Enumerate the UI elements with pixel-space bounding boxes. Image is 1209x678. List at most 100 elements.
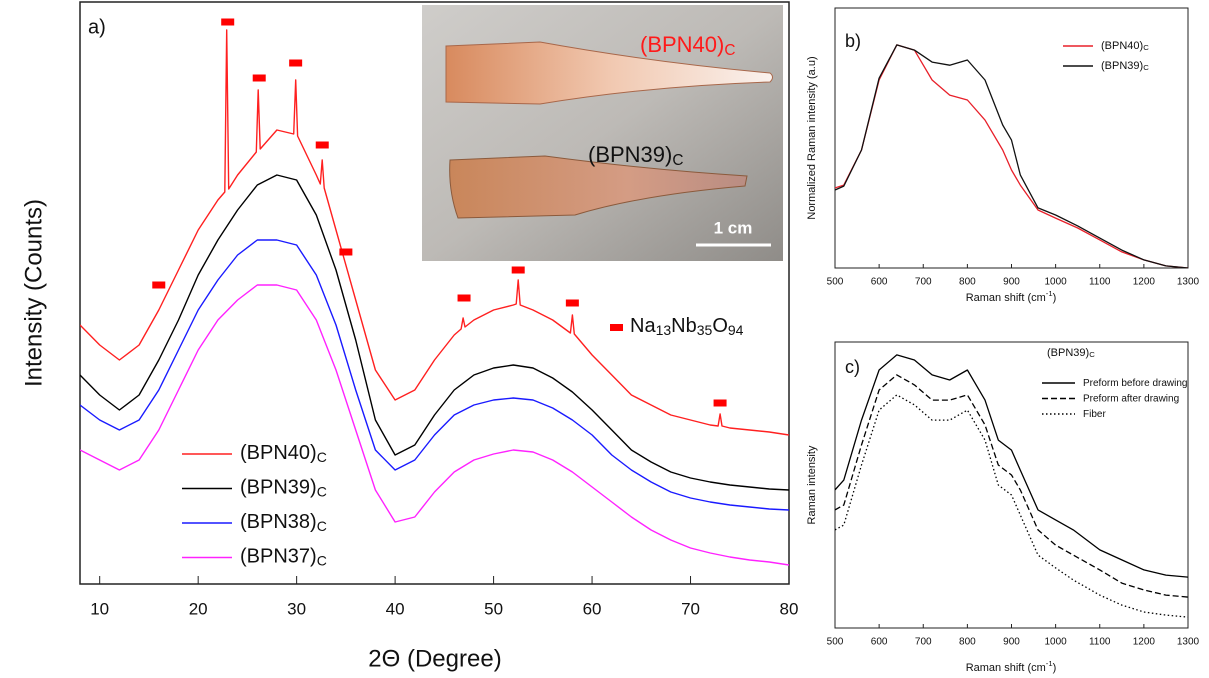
x-axis-label: Raman shift (cm-1) xyxy=(966,289,1057,303)
x-tick-label: 600 xyxy=(871,277,888,288)
x-tick-label: 20 xyxy=(189,599,208,618)
legend-title: (BPN39)C xyxy=(1047,347,1095,360)
x-tick-label: 1200 xyxy=(1133,277,1156,288)
legend-label-part: (BPN40) xyxy=(240,442,317,464)
x-tick-label: 500 xyxy=(827,277,844,288)
legend-label-part: (BPN38) xyxy=(240,511,317,533)
x-tick-label: 900 xyxy=(1003,637,1020,648)
x-axis-label-part: ) xyxy=(1053,662,1057,674)
legend-label-part: (BPN39) xyxy=(1101,60,1143,72)
peak-marker xyxy=(339,248,353,256)
x-axis-label-part: Raman shift (cm xyxy=(966,662,1046,674)
inset-photo xyxy=(422,5,783,261)
legend-label-part: (BPN40) xyxy=(1101,40,1143,52)
legend-label-part: (BPN39) xyxy=(240,477,317,499)
series-line xyxy=(835,374,1188,598)
legend-label-part: (BPN37) xyxy=(240,546,317,568)
marker-legend-label: Na13Nb35O94 xyxy=(630,315,744,338)
x-tick-label: 50 xyxy=(484,599,503,618)
scale-label: 1 cm xyxy=(714,218,753,237)
inset-label: (BPN39)C xyxy=(588,142,683,169)
inset-label-part: C xyxy=(724,42,735,59)
series-line xyxy=(835,394,1188,618)
legend-marker xyxy=(610,324,623,331)
x-axis-label-part: Raman shift (cm xyxy=(966,292,1046,304)
legend-label-part: Preform after drawing xyxy=(1083,393,1179,404)
x-tick-label: 80 xyxy=(780,599,799,618)
legend-label: (BPN40)C xyxy=(1101,40,1149,53)
series-line xyxy=(80,239,789,511)
x-axis-label-part: ) xyxy=(1053,292,1057,304)
legend-label-part: C xyxy=(317,552,327,568)
y-axis-label: Raman intensity xyxy=(806,445,818,524)
x-tick-label: 60 xyxy=(583,599,602,618)
x-tick-label: 1000 xyxy=(1045,277,1068,288)
x-axis-label: Raman shift (cm-1) xyxy=(966,659,1057,673)
inset-label-part: (BPN39) xyxy=(588,142,672,167)
legend-label: Fiber xyxy=(1083,409,1106,420)
x-tick-label: 40 xyxy=(386,599,405,618)
series-line xyxy=(835,44,1188,268)
x-tick-label: 800 xyxy=(959,277,976,288)
x-tick-label: 10 xyxy=(90,599,109,618)
x-tick-label: 1300 xyxy=(1177,637,1200,648)
inset-label: (BPN40)C xyxy=(640,32,735,59)
series-line xyxy=(835,44,1188,268)
peak-marker xyxy=(252,74,266,82)
marker-legend-label-part: Nb xyxy=(671,315,697,337)
legend-label: (BPN38)C xyxy=(240,511,327,534)
legend-label: Preform before drawing xyxy=(1083,378,1188,389)
peak-marker xyxy=(152,281,166,289)
x-axis-label-part: -1 xyxy=(1046,289,1053,298)
x-tick-label: 1300 xyxy=(1177,277,1200,288)
x-tick-label: 500 xyxy=(827,637,844,648)
legend-label-part: Fiber xyxy=(1083,409,1106,420)
legend-label: (BPN39)C xyxy=(1101,60,1149,73)
legend-label-part: C xyxy=(317,449,327,465)
legend-label-part: C xyxy=(317,483,327,499)
x-tick-label: 1100 xyxy=(1089,277,1111,288)
fiber-preform-2 xyxy=(449,155,748,219)
legend-label-part: C xyxy=(317,518,327,534)
x-tick-label: 800 xyxy=(959,637,976,648)
x-tick-label: 1000 xyxy=(1045,637,1068,648)
legend-title-part: C xyxy=(1089,350,1095,359)
legend-label-part: Preform before drawing xyxy=(1083,378,1188,389)
x-tick-label: 600 xyxy=(871,637,888,648)
series-line xyxy=(80,284,789,566)
x-tick-label: 30 xyxy=(287,599,306,618)
peak-marker xyxy=(315,141,329,149)
plot-frame xyxy=(79,1,790,585)
marker-legend-label-part: 35 xyxy=(697,322,713,338)
x-tick-label: 700 xyxy=(915,637,932,648)
legend-label: (BPN39)C xyxy=(240,477,327,500)
peak-marker xyxy=(289,59,303,67)
legend-label: Preform after drawing xyxy=(1083,393,1179,404)
peak-marker xyxy=(565,299,579,307)
panel-label: b) xyxy=(845,31,861,51)
x-tick-label: 1100 xyxy=(1089,637,1111,648)
peak-marker xyxy=(221,18,235,26)
marker-legend-label-part: 94 xyxy=(728,322,744,338)
series-line xyxy=(80,29,789,436)
legend-label: (BPN40)C xyxy=(240,442,327,465)
y-axis-label: Normalized Raman intensity (a.u) xyxy=(806,56,818,219)
legend-label: (BPN37)C xyxy=(240,546,327,569)
marker-legend-label-part: 13 xyxy=(656,322,672,338)
marker-legend-label-part: O xyxy=(712,315,728,337)
peak-marker xyxy=(713,399,727,407)
series-line xyxy=(835,354,1188,578)
fiber-preform-1 xyxy=(445,41,773,105)
x-tick-label: 70 xyxy=(681,599,700,618)
marker-legend-label-part: Na xyxy=(630,315,656,337)
x-tick-label: 700 xyxy=(915,277,932,288)
peak-marker xyxy=(457,294,471,302)
inset-label-part: (BPN40) xyxy=(640,32,724,57)
peak-marker xyxy=(511,266,525,274)
inset-label-part: C xyxy=(672,152,683,169)
panel-label: c) xyxy=(845,357,860,377)
series-line xyxy=(80,174,789,491)
legend-title-part: (BPN39) xyxy=(1047,347,1089,359)
